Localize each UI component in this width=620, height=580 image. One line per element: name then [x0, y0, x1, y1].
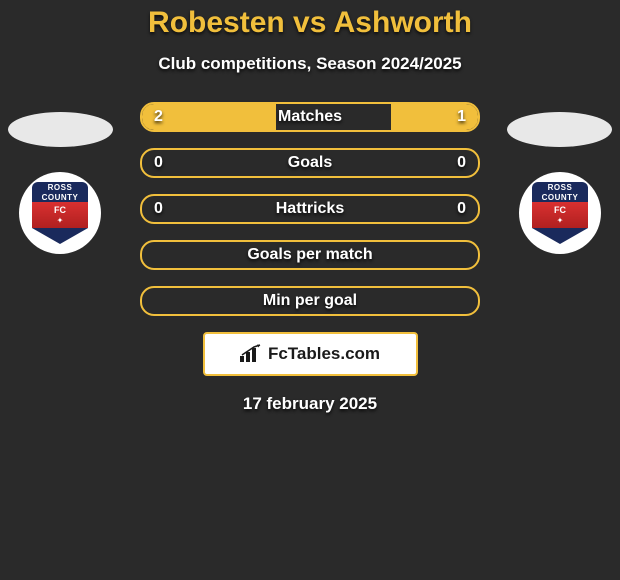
shield-point	[532, 228, 588, 244]
shield-line1: ROSS	[548, 183, 573, 192]
player-left-photo-placeholder	[8, 112, 113, 147]
source-text: FcTables.com	[268, 344, 380, 364]
stat-left-value: 0	[154, 200, 163, 218]
stat-left-value: 2	[154, 108, 163, 126]
player-right-photo-placeholder	[507, 112, 612, 147]
shield-mid: FC ✦	[32, 202, 88, 228]
stat-row: 0 Hattricks 0	[140, 194, 480, 224]
stat-right-value: 1	[457, 108, 466, 126]
stat-label: Min per goal	[263, 292, 357, 310]
shield-point	[32, 228, 88, 244]
club-badge-circle: ROSS COUNTY FC ✦	[19, 172, 101, 254]
stag-icon: ✦	[557, 216, 564, 225]
shield-line2: COUNTY	[42, 193, 79, 202]
shield-text-top: ROSS COUNTY	[532, 182, 588, 202]
fctables-logo-icon	[240, 344, 262, 367]
stat-row: Min per goal	[140, 286, 480, 316]
source-badge: FcTables.com	[203, 332, 418, 376]
stat-label: Hattricks	[276, 200, 344, 218]
stag-icon: ✦	[57, 216, 64, 225]
stat-label: Goals per match	[247, 246, 372, 264]
club-shield-icon: ROSS COUNTY FC ✦	[32, 182, 88, 244]
stats-area: ROSS COUNTY FC ✦ ROSS COUNTY	[0, 102, 620, 316]
shield-mid: FC ✦	[532, 202, 588, 228]
date-text: 17 february 2025	[0, 394, 620, 414]
shield-fc: FC	[554, 205, 566, 215]
comparison-card: Robesten vs Ashworth Club competitions, …	[0, 0, 620, 414]
club-badge-circle: ROSS COUNTY FC ✦	[519, 172, 601, 254]
shield-line1: ROSS	[48, 183, 73, 192]
shield-fc: FC	[54, 205, 66, 215]
stat-row: Goals per match	[140, 240, 480, 270]
stat-row: 0 Goals 0	[140, 148, 480, 178]
subtitle: Club competitions, Season 2024/2025	[0, 54, 620, 74]
stat-left-value: 0	[154, 154, 163, 172]
page-title: Robesten vs Ashworth	[0, 6, 620, 40]
stat-right-value: 0	[457, 200, 466, 218]
club-badge-left: ROSS COUNTY FC ✦	[19, 172, 101, 254]
club-badge-right: ROSS COUNTY FC ✦	[519, 172, 601, 254]
stat-right-value: 0	[457, 154, 466, 172]
stat-label: Goals	[288, 154, 332, 172]
stat-label: Matches	[278, 108, 342, 126]
shield-line2: COUNTY	[542, 193, 579, 202]
stat-bars: 2 Matches 1 0 Goals 0 0 Hattricks 0 Goals per mat…	[140, 102, 480, 316]
stat-row: 2 Matches 1	[140, 102, 480, 132]
club-shield-icon: ROSS COUNTY FC ✦	[532, 182, 588, 244]
shield-text-top: ROSS COUNTY	[32, 182, 88, 202]
